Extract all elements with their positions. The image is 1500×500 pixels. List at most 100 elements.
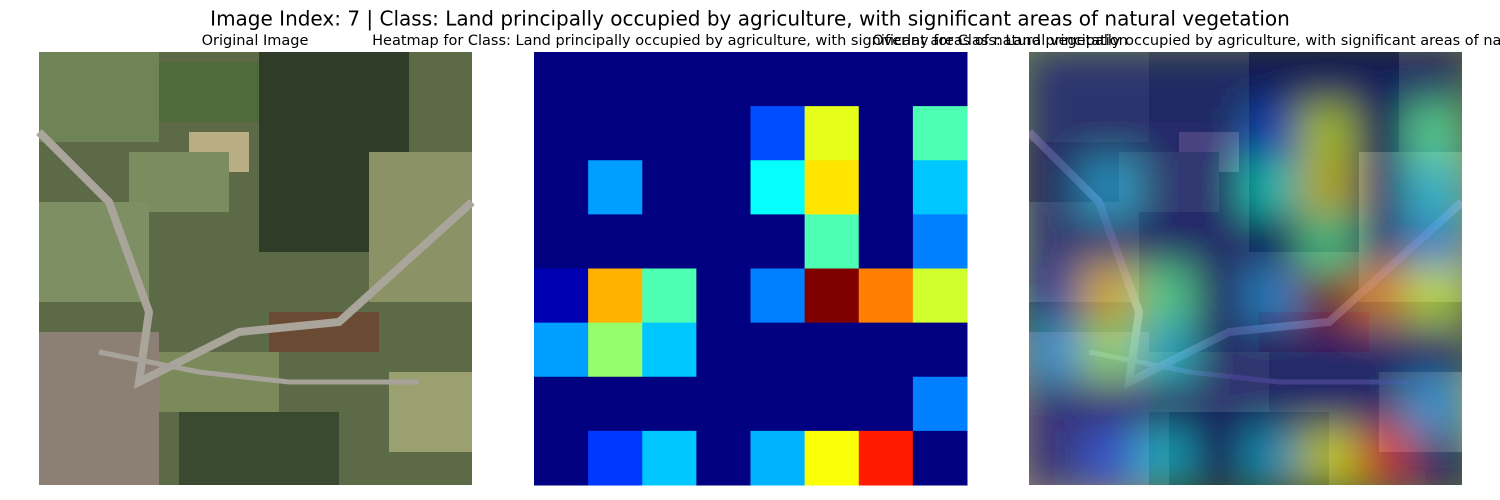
heatmap-cell (804, 106, 860, 161)
overlay-cell (1299, 52, 1355, 107)
overlay-cell (1299, 376, 1355, 432)
heatmap-cell (642, 430, 697, 486)
overlay-cell (1407, 160, 1462, 215)
heatmap-cell (804, 160, 860, 215)
heatmap-cell (912, 52, 968, 107)
overlay-cell (1299, 322, 1355, 378)
overlay-cell (1029, 376, 1084, 432)
heatmap-cell (588, 322, 643, 378)
overlay-cell (1407, 52, 1462, 107)
heatmap-cell (858, 322, 914, 378)
overlay-cell (1191, 214, 1246, 269)
heatmap-cell (696, 52, 751, 107)
heatmap-cell (750, 430, 806, 486)
heatmap-cell (534, 214, 589, 269)
overlay-cell (1299, 106, 1355, 161)
overlay-cell (1083, 322, 1138, 378)
heatmap-cell (534, 322, 589, 378)
heatmap-cell (534, 160, 589, 215)
heatmap-cell (696, 322, 751, 378)
overlay-cell (1299, 268, 1355, 324)
overlay-cell (1245, 214, 1301, 269)
overlay-cell (1353, 160, 1409, 215)
overlay-cell (1029, 268, 1084, 324)
overlay-cell (1191, 268, 1246, 324)
overlay-cell (1137, 106, 1192, 161)
overlay-cell (1083, 52, 1138, 107)
overlay-cell (1029, 52, 1084, 107)
heatmap-cell (804, 52, 860, 107)
overlay-cell (1029, 160, 1084, 215)
overlay-cell (1245, 268, 1301, 324)
overlay-cell (1029, 430, 1084, 485)
overlay-cell (1083, 268, 1138, 324)
overlay-cell (1029, 214, 1084, 269)
heatmap-cell (534, 268, 589, 324)
overlay (1029, 52, 1462, 485)
heatmap-cell (696, 106, 751, 161)
heatmap-cell (534, 376, 589, 432)
overlay-cell (1245, 52, 1301, 107)
heatmap-cell (912, 376, 968, 432)
heatmap-cell (804, 430, 860, 486)
overlay-cell (1407, 214, 1462, 269)
heatmap-cell (642, 376, 697, 432)
overlay-cell (1245, 106, 1301, 161)
heatmap-cell (804, 376, 860, 432)
heatmap-cell (588, 268, 643, 324)
overlay-heat (1029, 52, 1462, 485)
overlay-cell (1353, 268, 1409, 324)
overlay-cell (1407, 106, 1462, 161)
heatmap-cell (750, 106, 806, 161)
heatmap-cell (912, 106, 968, 161)
overlay-cell (1407, 430, 1462, 485)
heatmap-cell (750, 52, 806, 107)
heatmap-cell (858, 160, 914, 215)
heatmap-cell (588, 52, 643, 107)
overlay-cell (1299, 430, 1355, 485)
overlay-cell (1353, 430, 1409, 485)
heatmap-cell (696, 160, 751, 215)
heatmap-cell (588, 106, 643, 161)
heatmap-cell (642, 214, 697, 269)
overlay-cell (1407, 268, 1462, 324)
heatmap-cell (750, 322, 806, 378)
heatmap-cell (858, 52, 914, 107)
heatmap-cell (696, 214, 751, 269)
overlay-cell (1407, 376, 1462, 432)
overlay-cell (1245, 376, 1301, 432)
heatmap-cell (534, 106, 589, 161)
overlay-cell (1299, 214, 1355, 269)
heatmap-cell (642, 322, 697, 378)
heatmap-cell (912, 322, 968, 378)
heatmap-cell (858, 376, 914, 432)
overlay-cell (1191, 376, 1246, 432)
heatmap-cell (642, 52, 697, 107)
heatmap-cell (912, 160, 968, 215)
overlay-cell (1137, 214, 1192, 269)
heatmap-cell (696, 376, 751, 432)
heatmap-cell (804, 322, 860, 378)
heatmap-cell (750, 268, 806, 324)
original-image (39, 52, 472, 485)
overlay-cell (1083, 106, 1138, 161)
overlay-cell (1029, 106, 1084, 161)
overlay-cell (1353, 106, 1409, 161)
overlay-cell (1137, 376, 1192, 432)
overlay-cell (1083, 214, 1138, 269)
overlay-cell (1353, 322, 1409, 378)
heatmap (534, 52, 968, 486)
heatmap-cell (750, 160, 806, 215)
heatmap-cell (858, 106, 914, 161)
overlay-cell (1083, 430, 1138, 485)
heatmap-cell (534, 430, 589, 486)
heatmap-cell (588, 376, 643, 432)
heatmap-cell (804, 214, 860, 269)
overlay-cell (1137, 268, 1192, 324)
heatmap-cell (588, 430, 643, 486)
overlay-cell (1191, 160, 1246, 215)
heatmap-cell (534, 52, 589, 107)
heatmap-cell (858, 430, 914, 486)
heatmap-cell (642, 268, 697, 324)
